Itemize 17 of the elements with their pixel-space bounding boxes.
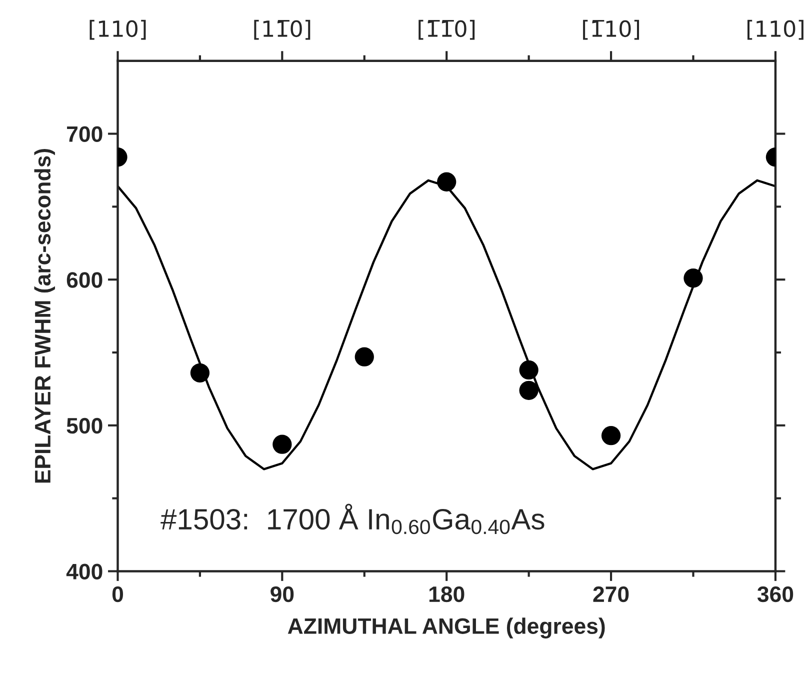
y-tick-label: 500 xyxy=(66,418,102,434)
annotation: [110] xyxy=(90,20,146,40)
annotation: [110] xyxy=(747,20,804,40)
annotation: [1̅1̅0] xyxy=(418,20,475,40)
y-axis-title: EPILAYER FWHM (arc-seconds) xyxy=(34,148,55,483)
x-tick-label: 90 xyxy=(270,586,294,602)
annotation: [1̅10] xyxy=(583,20,639,40)
x-axis-title: AZIMUTHAL ANGLE (degrees) xyxy=(288,618,605,638)
x-tick-label: 270 xyxy=(593,586,629,602)
x-tick-label: 360 xyxy=(757,586,794,602)
y-tick-label: 400 xyxy=(66,564,102,580)
x-tick-label: 0 xyxy=(112,586,124,602)
annotation: #1503: 1700 Å In$_{0.60}$Ga$_{0.40}$As xyxy=(160,504,544,534)
y-tick-label: 600 xyxy=(66,272,102,288)
y-tick-label: 700 xyxy=(67,126,102,142)
x-tick-label: 180 xyxy=(429,586,464,602)
annotation: [11̅0] xyxy=(254,20,310,40)
